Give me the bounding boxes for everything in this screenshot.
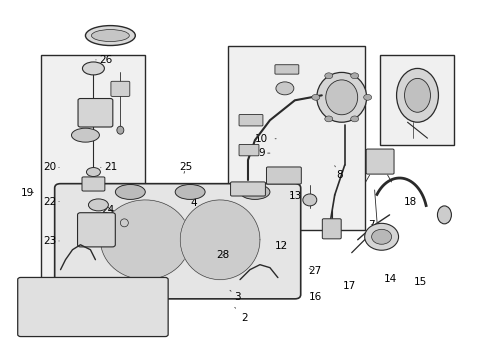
- Text: 16: 16: [308, 292, 321, 302]
- Ellipse shape: [86, 167, 100, 176]
- FancyBboxPatch shape: [78, 213, 115, 247]
- Ellipse shape: [404, 78, 429, 112]
- Ellipse shape: [120, 219, 128, 227]
- Ellipse shape: [115, 184, 145, 199]
- Ellipse shape: [364, 223, 398, 250]
- Ellipse shape: [325, 80, 357, 115]
- Text: 18: 18: [403, 197, 416, 207]
- Circle shape: [363, 94, 371, 100]
- Circle shape: [350, 116, 358, 122]
- Text: 2: 2: [234, 307, 247, 323]
- Circle shape: [311, 94, 319, 100]
- Text: 12: 12: [274, 241, 287, 251]
- Ellipse shape: [437, 206, 450, 224]
- Circle shape: [324, 73, 332, 79]
- Text: 10: 10: [254, 134, 276, 144]
- FancyBboxPatch shape: [266, 167, 301, 184]
- FancyBboxPatch shape: [239, 114, 263, 126]
- Text: 1: 1: [161, 312, 167, 330]
- Text: 8: 8: [334, 166, 342, 180]
- Text: 14: 14: [384, 274, 397, 284]
- Ellipse shape: [275, 82, 293, 95]
- Text: 21: 21: [101, 162, 117, 172]
- Text: 6: 6: [41, 288, 52, 298]
- FancyBboxPatch shape: [18, 278, 168, 337]
- Ellipse shape: [371, 229, 391, 244]
- Bar: [41, 55, 145, 280]
- Polygon shape: [180, 200, 260, 280]
- FancyBboxPatch shape: [78, 99, 113, 127]
- Text: 11: 11: [325, 226, 341, 237]
- Polygon shape: [100, 200, 190, 280]
- FancyBboxPatch shape: [239, 144, 259, 156]
- Text: 28: 28: [216, 250, 229, 260]
- Text: 13: 13: [288, 191, 302, 201]
- Text: 6: 6: [131, 327, 138, 337]
- FancyBboxPatch shape: [111, 81, 129, 96]
- FancyBboxPatch shape: [82, 177, 104, 191]
- FancyBboxPatch shape: [322, 219, 341, 239]
- FancyBboxPatch shape: [55, 184, 300, 299]
- Ellipse shape: [85, 26, 135, 45]
- Text: 5: 5: [24, 324, 41, 334]
- FancyBboxPatch shape: [366, 149, 393, 174]
- Text: 24: 24: [101, 206, 114, 216]
- Ellipse shape: [82, 62, 104, 75]
- Text: 17: 17: [342, 281, 355, 291]
- Text: 25: 25: [179, 162, 192, 173]
- Text: 26: 26: [96, 55, 112, 65]
- Text: 15: 15: [412, 277, 426, 287]
- Ellipse shape: [117, 126, 123, 134]
- Bar: [379, 55, 453, 145]
- Text: 22: 22: [43, 197, 59, 207]
- Ellipse shape: [396, 68, 438, 122]
- Ellipse shape: [175, 184, 204, 199]
- Bar: [227, 45, 364, 230]
- Text: 20: 20: [43, 162, 59, 172]
- Text: 19: 19: [21, 188, 34, 198]
- FancyBboxPatch shape: [230, 182, 265, 196]
- Circle shape: [350, 73, 358, 79]
- FancyBboxPatch shape: [274, 65, 298, 74]
- Text: 7: 7: [367, 220, 374, 230]
- Text: 6: 6: [95, 324, 104, 334]
- Ellipse shape: [240, 184, 269, 199]
- Text: 9: 9: [258, 148, 269, 158]
- Circle shape: [324, 116, 332, 122]
- Ellipse shape: [302, 194, 316, 206]
- Text: 3: 3: [229, 290, 240, 302]
- Text: 4: 4: [190, 197, 196, 208]
- Ellipse shape: [91, 30, 129, 41]
- Ellipse shape: [316, 72, 366, 122]
- Ellipse shape: [88, 199, 108, 211]
- Ellipse shape: [71, 128, 99, 142]
- Text: 27: 27: [308, 266, 321, 276]
- Text: 23: 23: [43, 236, 59, 246]
